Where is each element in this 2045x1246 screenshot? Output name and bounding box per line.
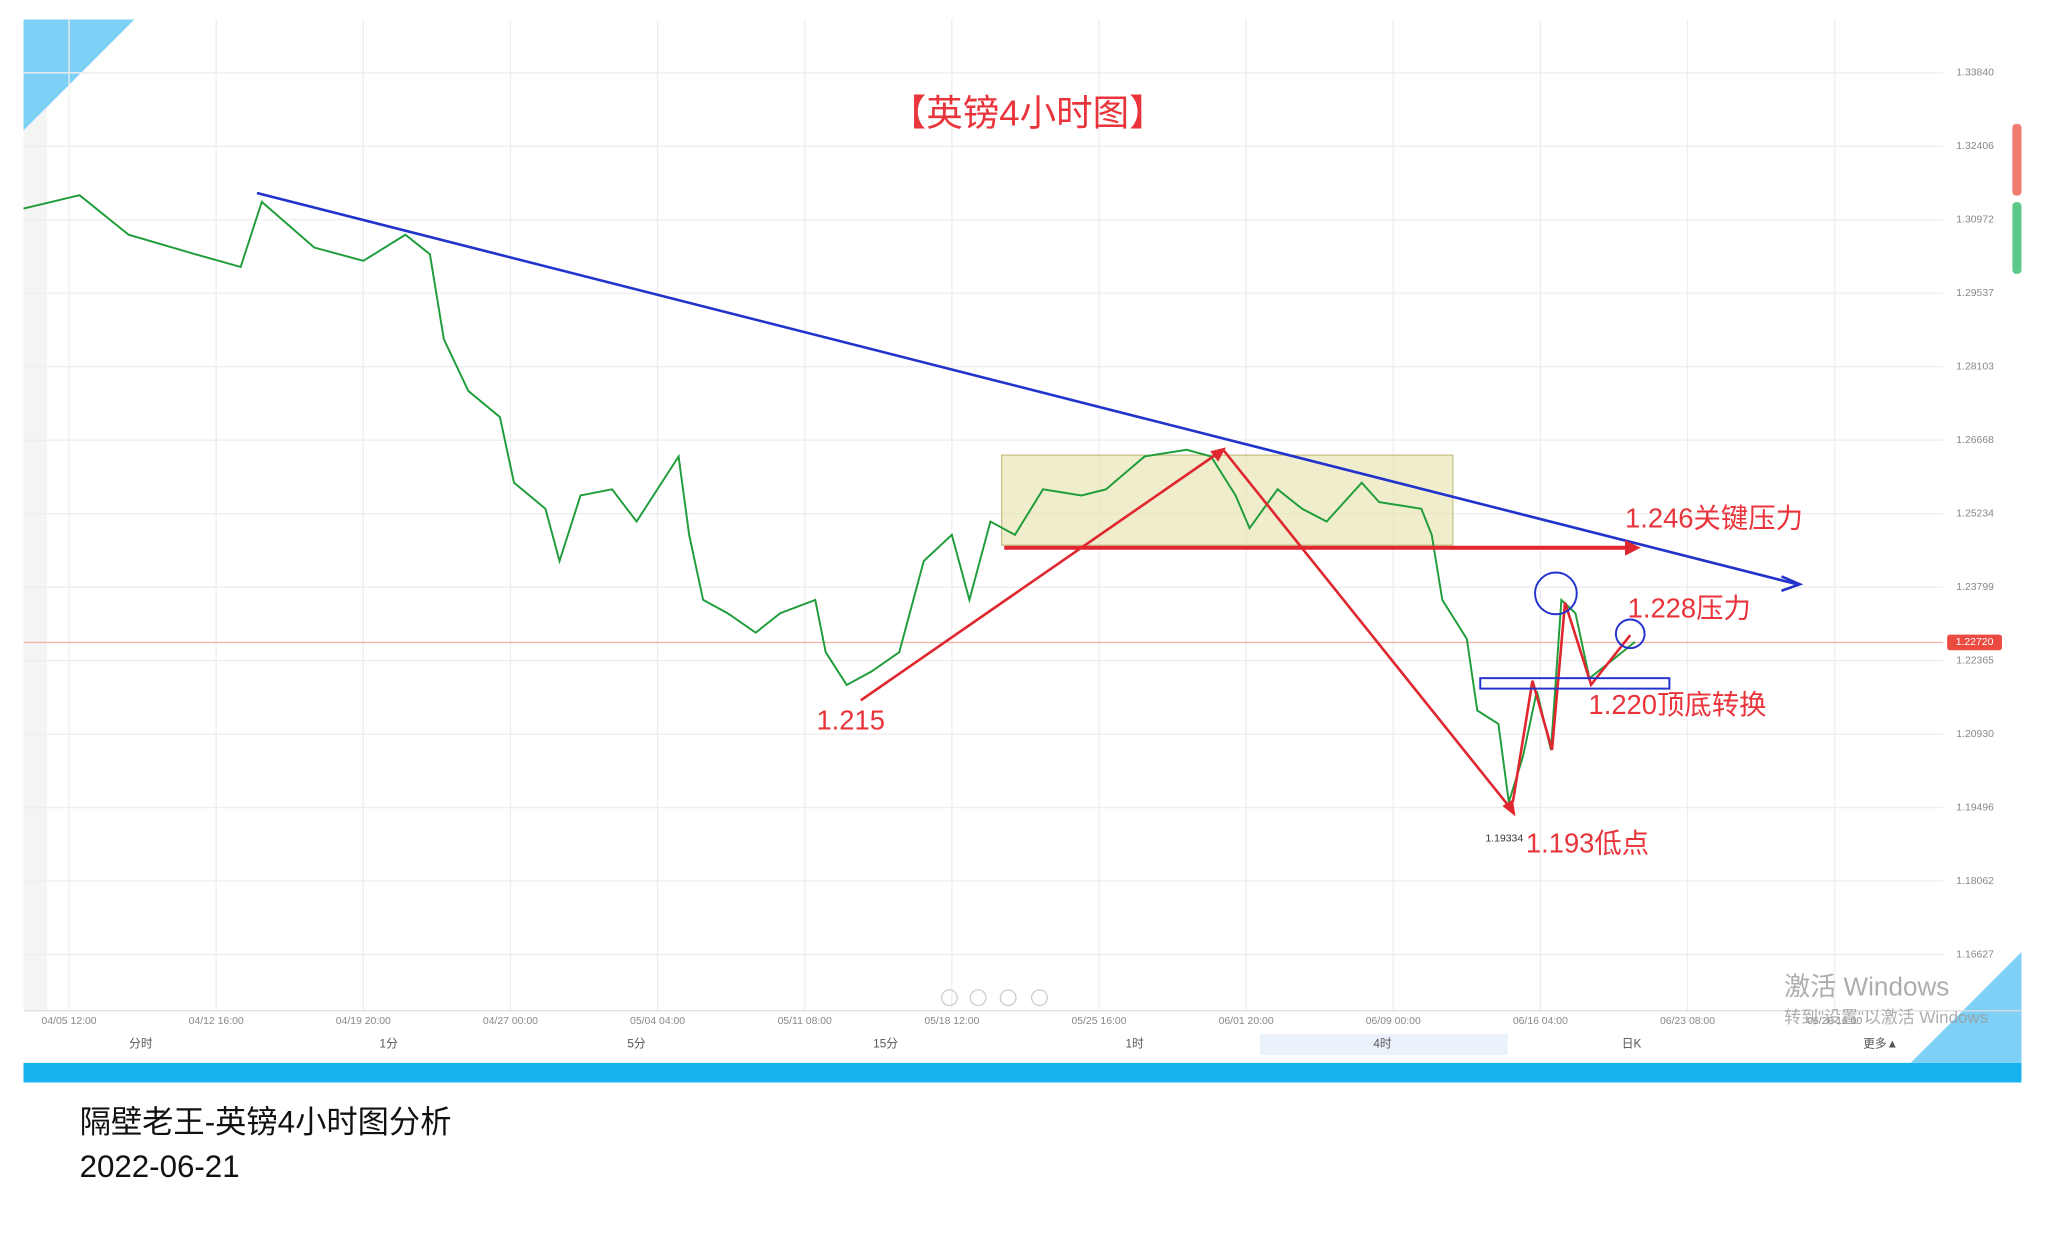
annotation: 1.246关键压力 [1625, 503, 1803, 534]
active-tab-bg [1259, 1034, 1508, 1056]
y-tick-label: 1.20930 [1956, 729, 1994, 740]
y-tick-label: 1.23799 [1956, 582, 1994, 593]
date: 2022-06-21 [80, 1149, 240, 1184]
nav-button[interactable] [969, 989, 987, 1007]
support-box [1479, 677, 1671, 690]
annotation: 1.220顶底转换 [1589, 689, 1767, 720]
arrow-head [1210, 447, 1226, 462]
nav-button[interactable] [1030, 989, 1048, 1007]
y-tick-label: 1.33840 [1956, 68, 1994, 79]
y-tick-label: 1.32406 [1956, 141, 1994, 152]
timeframe-tab[interactable]: 日K [1622, 1038, 1642, 1051]
arrow-head [1781, 575, 1804, 593]
consolidation-box [1000, 454, 1454, 546]
x-tick-label: 04/05 12:00 [42, 1016, 97, 1027]
corner-decoration [1910, 952, 2022, 1063]
highlight-circle [1614, 618, 1646, 650]
arrow-head [1502, 799, 1516, 817]
zigzag [1511, 602, 1632, 803]
price-line [23, 194, 1636, 803]
x-tick-label: 04/27 00:00 [483, 1016, 538, 1027]
y-tick-label: 1.29537 [1956, 288, 1994, 299]
timeframe-tab[interactable]: 15分 [873, 1038, 898, 1051]
x-tick-label: 04/19 20:00 [336, 1016, 391, 1027]
timeframe-tab[interactable]: 4时 [1373, 1038, 1392, 1051]
y-tick-label: 1.28103 [1956, 361, 1994, 372]
annotation: 1.193低点 [1526, 827, 1649, 858]
last-price-box [1947, 634, 2002, 651]
last-price-label: 1.22720 [1956, 637, 1994, 648]
timeframe-tab[interactable]: 1时 [1126, 1038, 1145, 1051]
nav-button[interactable] [999, 989, 1017, 1007]
arrow-head [1625, 539, 1641, 556]
trend-arrow [1222, 449, 1514, 813]
watermark: 激活 Windows [1784, 971, 1949, 1001]
y-tick-label: 1.18062 [1956, 876, 1994, 887]
timeframe-tab[interactable]: 分时 [129, 1038, 153, 1051]
x-tick-label: 05/11 08:00 [778, 1016, 832, 1027]
annotation: 1.215 [816, 705, 885, 736]
x-tick-label: 06/01 20:00 [1219, 1016, 1274, 1027]
series [23, 194, 1636, 803]
watermark: 转到"设置"以激活 Windows [1784, 1008, 1988, 1027]
y-tick-label: 1.25234 [1956, 508, 1994, 519]
annotation: 1.228压力 [1628, 593, 1751, 624]
caption: 隔壁老王-英镑4小时图分析 [80, 1104, 452, 1139]
chart-frame [23, 19, 2022, 1083]
x-tick-label: 06/23 08:00 [1660, 1016, 1715, 1027]
chart-title: 【英镑4小时图】 [890, 93, 1166, 134]
toolbar: 分时 1分 5分 15分 1时 4时 日K 更多▲ [129, 1037, 1898, 1051]
timeframe-tab[interactable]: 更多▲ [1863, 1037, 1898, 1051]
timeframe-tab[interactable]: 5分 [627, 1038, 646, 1051]
bottom-strip [23, 1062, 2022, 1083]
x-tick-label: 05/25 16:00 [1071, 1016, 1126, 1027]
corner-decoration [23, 19, 135, 131]
x-tick-label: 06/26 16:00 [1807, 1016, 1862, 1027]
y-tick-label: 1.30972 [1956, 214, 1994, 225]
x-tick-label: 05/04 04:00 [630, 1016, 685, 1027]
y-tick-label: 1.26668 [1956, 435, 1994, 446]
trend-arrow [860, 450, 1222, 702]
y-tick-label: 1.22365 [1956, 655, 1994, 666]
y-tick-label: 1.19496 [1956, 802, 1994, 813]
left-margin [23, 19, 47, 1011]
x-tick-label: 04/12 16:00 [189, 1016, 244, 1027]
x-tick-label: 06/16 04:00 [1513, 1016, 1568, 1027]
timeframe-tab[interactable]: 1分 [380, 1038, 399, 1051]
highlight-circle [1534, 571, 1578, 616]
nav-controls [940, 989, 1048, 1007]
side-tab [2012, 123, 2022, 196]
x-tick-label: 05/18 12:00 [924, 1016, 979, 1027]
trend-line [256, 191, 1798, 586]
y-tick-label: 1.16627 [1956, 949, 1994, 960]
low-label: 1.19334 [1485, 833, 1523, 844]
nav-button[interactable] [940, 989, 958, 1007]
side-tab [2012, 202, 2022, 274]
x-tick-label: 06/09 00:00 [1366, 1016, 1421, 1027]
